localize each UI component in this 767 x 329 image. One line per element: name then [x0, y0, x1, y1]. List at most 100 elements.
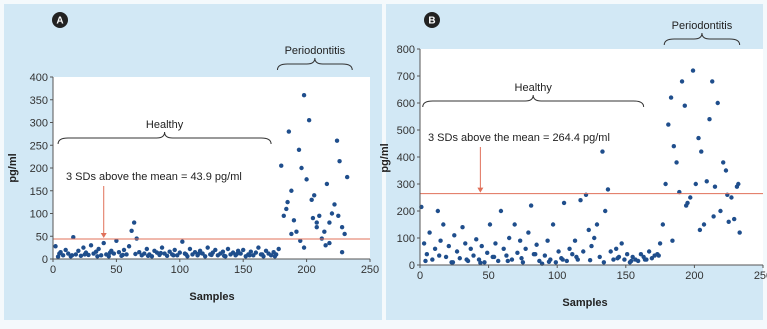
data-point — [327, 220, 332, 225]
data-point — [622, 257, 627, 262]
data-point — [221, 253, 227, 259]
data-point — [452, 233, 457, 238]
panel-b-xlabel: Samples — [562, 297, 607, 309]
data-point — [638, 252, 644, 257]
data-point — [704, 179, 709, 184]
y-tick-label: 200 — [397, 206, 415, 218]
data-point — [106, 254, 111, 259]
data-point — [649, 256, 655, 261]
data-point — [304, 177, 309, 182]
data-point — [707, 117, 712, 122]
data-point — [589, 243, 594, 249]
data-point — [493, 241, 498, 246]
data-point — [298, 238, 303, 243]
panel-a-group-periodontitis: Periodontitis — [285, 45, 346, 57]
data-point — [329, 211, 335, 216]
data-point — [86, 252, 91, 258]
data-point — [279, 163, 284, 168]
x-tick-label: 100 — [548, 270, 566, 282]
data-point — [498, 208, 504, 214]
data-point — [572, 238, 578, 243]
data-point — [183, 252, 189, 257]
data-point — [542, 253, 548, 258]
data-point — [657, 241, 663, 246]
data-point — [57, 251, 62, 256]
data-point — [149, 254, 155, 259]
data-point — [145, 253, 151, 259]
data-point — [517, 238, 523, 243]
y-tick-label: 300 — [30, 118, 48, 130]
data-point — [158, 250, 163, 256]
panel-b-badge — [424, 12, 440, 28]
data-point — [605, 187, 611, 192]
data-point — [615, 256, 620, 261]
data-point — [276, 246, 281, 252]
panel-a-label: A — [56, 16, 63, 27]
data-point — [693, 181, 698, 187]
data-point — [332, 202, 337, 207]
panel-a-ylabel: pg/ml — [7, 153, 19, 182]
y-tick-label: 400 — [30, 72, 48, 84]
data-point — [98, 253, 104, 258]
data-point — [88, 243, 94, 248]
data-point — [437, 253, 442, 258]
data-point — [101, 240, 106, 246]
data-point — [674, 160, 679, 165]
data-point — [723, 168, 729, 173]
data-point — [172, 247, 177, 253]
data-point — [656, 253, 661, 258]
data-point — [427, 230, 432, 235]
data-point — [619, 241, 624, 246]
data-point — [73, 252, 79, 257]
x-tick-label: 150 — [617, 270, 635, 282]
data-point — [737, 230, 742, 235]
data-point — [339, 224, 345, 230]
data-point — [553, 260, 559, 265]
panel-b-brace-healthy — [422, 94, 645, 108]
data-point — [294, 229, 299, 234]
data-point — [432, 246, 438, 251]
data-point — [446, 243, 452, 249]
panel-a-arrow-head — [100, 233, 107, 239]
data-point — [699, 149, 704, 154]
x-tick-label: 150 — [234, 264, 252, 276]
data-point — [608, 249, 613, 254]
data-point — [63, 247, 68, 253]
data-point — [336, 213, 341, 218]
panel-b-arrow-head — [477, 187, 484, 193]
panel-b-group-healthy: Healthy — [515, 82, 553, 94]
data-point — [564, 258, 570, 264]
data-point — [624, 252, 630, 257]
data-point — [441, 222, 446, 227]
data-point — [116, 249, 122, 255]
data-point — [142, 251, 147, 256]
data-point — [177, 250, 182, 255]
data-point — [482, 260, 487, 265]
data-point — [314, 220, 319, 225]
data-point — [144, 246, 150, 252]
y-tick-label: 800 — [397, 44, 415, 56]
data-point — [597, 254, 602, 260]
data-point — [253, 250, 259, 255]
data-point — [281, 213, 286, 218]
data-point — [60, 253, 66, 258]
data-point — [209, 252, 214, 258]
data-point — [567, 246, 572, 251]
data-point — [319, 236, 325, 241]
x-tick-label: 200 — [685, 270, 703, 282]
x-tick-label: 250 — [754, 270, 767, 282]
data-point — [471, 253, 476, 258]
data-point — [688, 195, 693, 200]
data-point — [187, 246, 193, 252]
data-point — [611, 257, 616, 262]
data-point — [291, 218, 297, 223]
data-point — [225, 246, 231, 252]
data-point — [78, 253, 84, 259]
data-point — [545, 238, 550, 243]
data-point — [526, 230, 531, 235]
y-tick-label: 50 — [36, 231, 48, 243]
data-point — [629, 258, 634, 264]
y-tick-label: 400 — [397, 152, 415, 164]
panel-a: A pg/ml Samples 0 50 100 150 200 250 300 350 400… — [4, 4, 382, 320]
data-point — [457, 256, 462, 261]
